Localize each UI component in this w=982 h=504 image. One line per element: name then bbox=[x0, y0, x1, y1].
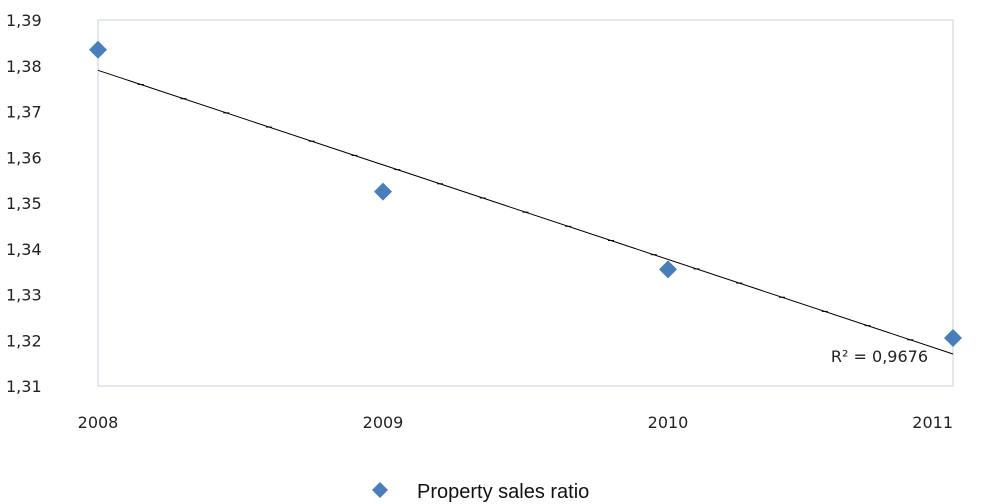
x-tick-label: 2008 bbox=[78, 413, 119, 432]
y-axis-tick-labels: 1,31 1,32 1,33 1,34 1,35 1,36 1,37 1,38 1,39 bbox=[6, 11, 42, 396]
data-point bbox=[659, 260, 677, 279]
x-tick-label: 2009 bbox=[363, 413, 404, 432]
data-point bbox=[89, 40, 107, 59]
data-point bbox=[374, 182, 392, 201]
x-axis-tick-labels: 2008 2009 2010 2011 bbox=[78, 413, 953, 432]
plot-area bbox=[97, 19, 954, 387]
x-tick-label: 2010 bbox=[648, 413, 689, 432]
r-squared-label: R² = 0,9676 bbox=[831, 347, 928, 366]
legend: Property sales ratio bbox=[372, 481, 589, 503]
y-tick-label: 1,34 bbox=[6, 240, 42, 259]
y-tick-label: 1,32 bbox=[6, 331, 42, 350]
y-tick-label: 1,31 bbox=[6, 377, 42, 396]
y-tick-label: 1,39 bbox=[6, 11, 42, 30]
y-tick-label: 1,36 bbox=[6, 148, 42, 167]
y-tick-label: 1,38 bbox=[6, 57, 42, 76]
y-tick-label: 1,35 bbox=[6, 194, 42, 213]
legend-label: Property sales ratio bbox=[417, 481, 589, 503]
y-tick-label: 1,33 bbox=[6, 286, 42, 305]
data-point bbox=[944, 328, 962, 347]
legend-marker-diamond bbox=[372, 482, 388, 498]
trendline-group bbox=[97, 69, 954, 355]
data-points bbox=[89, 40, 962, 347]
y-tick-label: 1,37 bbox=[6, 103, 42, 122]
x-tick-label: 2011 bbox=[912, 413, 953, 432]
